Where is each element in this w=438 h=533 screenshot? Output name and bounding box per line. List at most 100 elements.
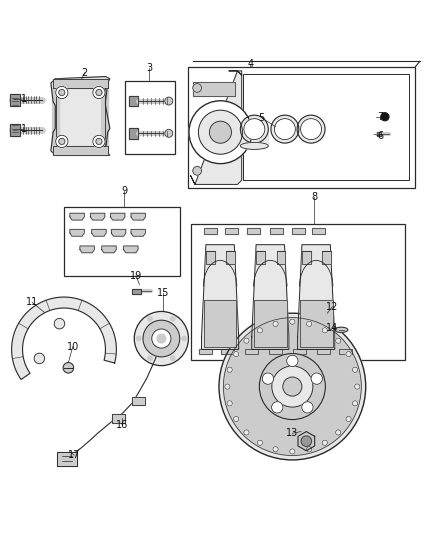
Text: 5: 5	[258, 112, 265, 123]
Text: 10: 10	[67, 342, 79, 352]
Circle shape	[287, 355, 298, 367]
Circle shape	[336, 338, 341, 343]
Text: 14: 14	[326, 324, 339, 334]
Bar	[292, 228, 305, 234]
Circle shape	[233, 351, 239, 357]
Bar	[317, 349, 330, 354]
Text: 9: 9	[121, 187, 127, 196]
Circle shape	[346, 416, 351, 422]
Bar	[270, 228, 283, 234]
Circle shape	[219, 313, 366, 460]
Circle shape	[301, 436, 311, 446]
Circle shape	[302, 402, 313, 413]
Bar	[53, 146, 108, 155]
Circle shape	[233, 416, 239, 422]
Polygon shape	[57, 451, 77, 466]
Bar	[244, 74, 409, 180]
Polygon shape	[80, 246, 94, 253]
Circle shape	[56, 135, 68, 148]
Polygon shape	[201, 245, 239, 350]
Bar	[206, 251, 215, 263]
Bar	[312, 228, 325, 234]
Circle shape	[322, 328, 328, 333]
Bar	[199, 349, 212, 354]
Bar	[322, 251, 331, 263]
Bar	[53, 146, 108, 155]
Bar	[247, 228, 261, 234]
Bar	[199, 349, 212, 354]
Bar	[125, 80, 175, 154]
Circle shape	[148, 356, 152, 360]
Circle shape	[189, 101, 252, 164]
Bar	[317, 349, 330, 354]
Bar	[302, 251, 311, 263]
Text: 3: 3	[146, 63, 152, 73]
Circle shape	[290, 319, 295, 324]
Polygon shape	[102, 246, 116, 253]
Bar	[130, 128, 138, 139]
Bar	[225, 228, 238, 234]
Bar	[302, 251, 311, 263]
Bar	[377, 132, 381, 136]
Polygon shape	[111, 229, 126, 236]
Circle shape	[244, 430, 249, 435]
Bar	[270, 228, 283, 234]
Circle shape	[225, 384, 230, 389]
Bar	[300, 300, 332, 348]
Bar	[221, 349, 234, 354]
Circle shape	[311, 373, 322, 384]
Circle shape	[272, 402, 283, 413]
Polygon shape	[297, 245, 335, 350]
Circle shape	[152, 329, 171, 348]
Bar	[322, 251, 331, 263]
Bar	[339, 349, 352, 354]
Polygon shape	[131, 213, 145, 220]
Circle shape	[193, 84, 201, 92]
Circle shape	[209, 121, 231, 143]
Bar	[312, 228, 325, 234]
Bar	[53, 79, 108, 88]
Bar	[292, 228, 305, 234]
Polygon shape	[298, 432, 314, 451]
Text: 19: 19	[130, 271, 142, 281]
Bar	[254, 300, 287, 348]
Ellipse shape	[335, 327, 348, 333]
Text: 17: 17	[68, 450, 80, 460]
Text: 15: 15	[157, 288, 170, 298]
Polygon shape	[12, 297, 117, 379]
Circle shape	[336, 430, 341, 435]
Circle shape	[96, 90, 102, 95]
Circle shape	[227, 367, 232, 373]
Bar	[130, 96, 138, 106]
Circle shape	[346, 351, 351, 357]
Circle shape	[223, 318, 361, 456]
Circle shape	[353, 401, 358, 406]
Circle shape	[307, 321, 312, 327]
Circle shape	[227, 401, 232, 406]
Circle shape	[93, 86, 105, 99]
Bar	[245, 349, 258, 354]
Bar	[64, 207, 180, 276]
Circle shape	[300, 119, 321, 140]
Circle shape	[34, 353, 45, 364]
Circle shape	[290, 449, 295, 454]
Bar	[269, 349, 283, 354]
Bar	[132, 289, 141, 294]
Bar	[245, 349, 258, 354]
Bar	[221, 349, 234, 354]
Bar	[277, 251, 286, 263]
Bar	[204, 300, 237, 348]
Circle shape	[134, 311, 188, 366]
Circle shape	[353, 367, 358, 373]
Bar	[193, 82, 235, 96]
Polygon shape	[70, 213, 84, 220]
Text: 1: 1	[21, 124, 27, 134]
Bar	[293, 349, 306, 354]
Polygon shape	[124, 246, 138, 253]
Circle shape	[322, 440, 328, 446]
Text: 2: 2	[81, 68, 88, 78]
Circle shape	[165, 130, 173, 137]
Bar	[293, 349, 306, 354]
Circle shape	[182, 336, 186, 341]
Polygon shape	[252, 245, 289, 350]
